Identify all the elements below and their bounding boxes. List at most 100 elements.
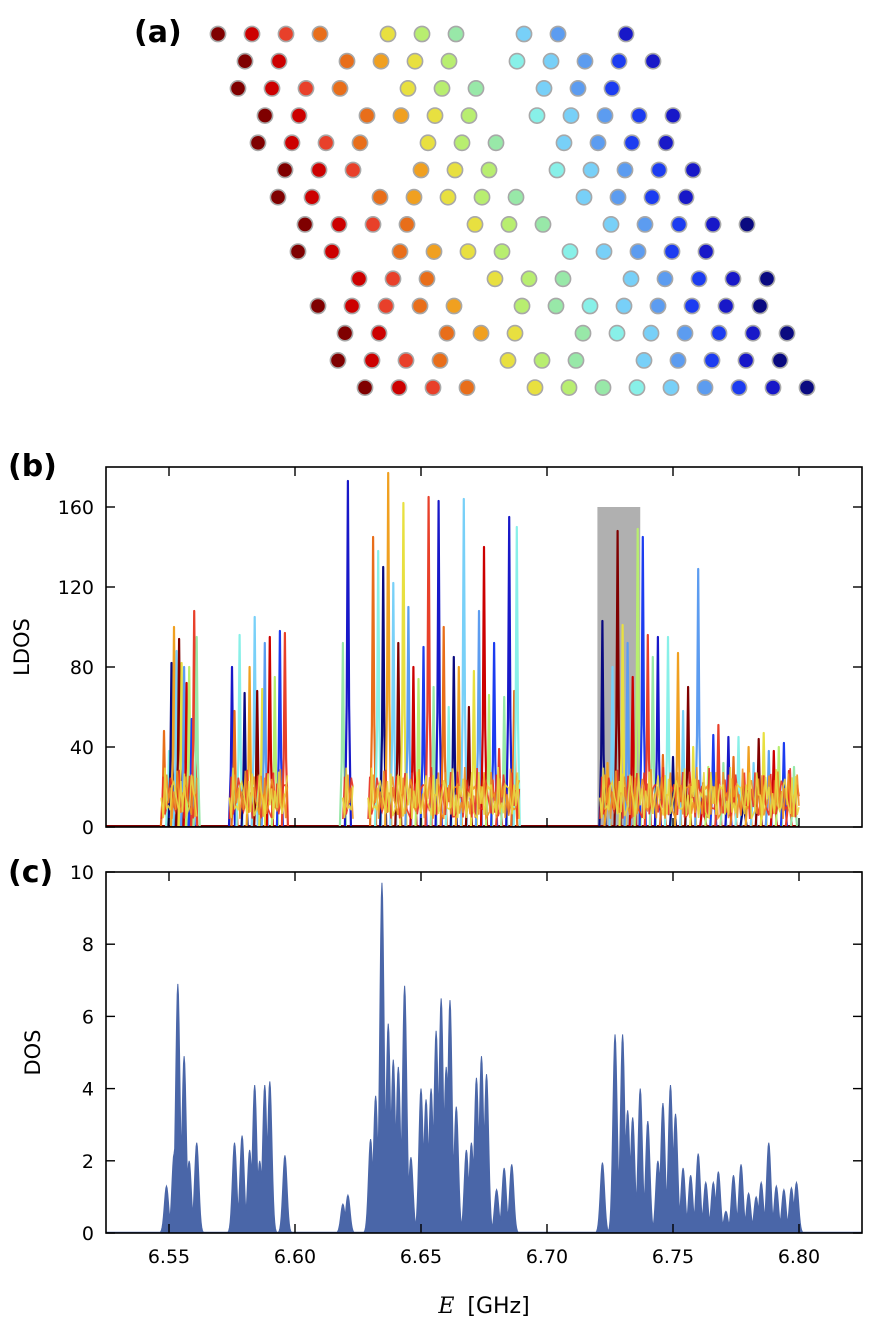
lattice-site bbox=[730, 379, 748, 396]
lattice-site bbox=[399, 80, 417, 97]
ytick-label: 160 bbox=[58, 497, 94, 519]
panel-label-c: (c) bbox=[8, 855, 53, 890]
lattice-site bbox=[256, 107, 274, 124]
lattice-site bbox=[297, 80, 315, 97]
lattice-site bbox=[628, 379, 646, 396]
lattice-site bbox=[554, 270, 572, 288]
lattice-site bbox=[574, 324, 592, 342]
ldos-peak bbox=[434, 499, 443, 827]
lattice-site bbox=[697, 243, 715, 260]
lattice-site bbox=[413, 25, 431, 43]
ldos-curve bbox=[367, 766, 521, 821]
lattice-site bbox=[290, 107, 308, 124]
lattice-site bbox=[602, 215, 620, 233]
lattice-site bbox=[635, 351, 653, 369]
lattice-site bbox=[528, 107, 546, 124]
lattice-site bbox=[515, 25, 533, 43]
lattice-site bbox=[466, 215, 484, 233]
lattice-site bbox=[582, 161, 600, 179]
lattice-site bbox=[296, 215, 314, 233]
xtick-label: 6.65 bbox=[400, 1246, 442, 1268]
lattice-site bbox=[704, 215, 722, 233]
ldos-peak bbox=[369, 535, 378, 827]
lattice-site bbox=[656, 270, 674, 288]
lattice-site bbox=[778, 324, 796, 342]
lattice-site bbox=[289, 243, 307, 260]
lattice-site bbox=[610, 52, 628, 70]
lattice-site bbox=[548, 161, 566, 179]
lattice-site bbox=[717, 297, 735, 315]
dos-area bbox=[105, 882, 863, 1234]
panel-label-b: (b) bbox=[8, 449, 57, 484]
lattice-site bbox=[594, 379, 612, 396]
lattice-site bbox=[567, 351, 585, 369]
lattice-site bbox=[309, 297, 327, 315]
ldos-peak bbox=[512, 525, 521, 827]
xlabel-symbol: E bbox=[437, 1294, 454, 1319]
lattice-site bbox=[677, 188, 695, 206]
lattice-site bbox=[472, 324, 490, 342]
lattice-site bbox=[249, 134, 267, 152]
lattice-site bbox=[269, 188, 287, 206]
lattice-site bbox=[397, 351, 415, 369]
lattice-site bbox=[486, 270, 504, 288]
lattice-site bbox=[406, 52, 424, 70]
ytick-label: 8 bbox=[82, 934, 94, 956]
lattice-site bbox=[358, 107, 376, 124]
ldos-peak bbox=[653, 635, 662, 827]
dos-xlabel: E [GHz] bbox=[437, 1294, 529, 1319]
lattice-site bbox=[500, 215, 518, 233]
lattice-site bbox=[283, 134, 301, 152]
lattice-site bbox=[317, 134, 335, 152]
lattice-site bbox=[581, 297, 599, 315]
lattice-site bbox=[542, 52, 560, 70]
lattice-site bbox=[370, 324, 388, 342]
lattice-site bbox=[798, 379, 816, 396]
ytick-label: 80 bbox=[70, 657, 94, 679]
lattice-site bbox=[669, 351, 687, 369]
lattice-site bbox=[384, 270, 402, 288]
lattice-site bbox=[499, 351, 517, 369]
ldos-peak bbox=[192, 635, 201, 827]
lattice-site bbox=[662, 379, 680, 396]
ytick-label: 2 bbox=[82, 1151, 94, 1173]
ldos-peak bbox=[613, 529, 622, 827]
lattice-panel bbox=[209, 25, 816, 396]
lattice-site bbox=[508, 52, 526, 70]
lattice-site bbox=[329, 351, 347, 369]
lattice-site bbox=[391, 243, 409, 260]
ldos-peak bbox=[633, 527, 642, 827]
lattice-site bbox=[467, 80, 485, 97]
lattice-site bbox=[487, 134, 505, 152]
lattice-site bbox=[520, 270, 538, 288]
lattice-site bbox=[276, 161, 294, 179]
lattice-site bbox=[480, 161, 498, 179]
lattice-site bbox=[657, 134, 675, 152]
lattice-site bbox=[338, 52, 356, 70]
lattice-site bbox=[549, 25, 567, 43]
lattice-site bbox=[683, 297, 701, 315]
lattice-site bbox=[576, 52, 594, 70]
lattice-site bbox=[330, 215, 348, 233]
lattice-site bbox=[555, 134, 573, 152]
lattice-site bbox=[603, 80, 621, 97]
lattice-site bbox=[350, 270, 368, 288]
lattice-site bbox=[771, 351, 789, 369]
lattice-site bbox=[615, 297, 633, 315]
lattice-site bbox=[458, 379, 476, 396]
lattice-site bbox=[738, 215, 756, 233]
lattice-site bbox=[412, 161, 430, 179]
dos-panel: 0 2 4 6 8 10 6.55 6.60 6.65 6.70 6.75 6.80 DOS E [G… bbox=[21, 862, 863, 1319]
lattice-site bbox=[493, 243, 511, 260]
lattice-site bbox=[398, 215, 416, 233]
ldos-peak bbox=[505, 515, 514, 827]
dos-axes-frame bbox=[105, 871, 863, 1234]
lattice-site bbox=[569, 80, 587, 97]
lattice-site bbox=[363, 351, 381, 369]
lattice-site bbox=[459, 243, 477, 260]
ytick-label: 4 bbox=[82, 1079, 94, 1101]
lattice-site bbox=[623, 134, 641, 152]
lattice-site bbox=[751, 297, 769, 315]
lattice-site bbox=[589, 134, 607, 152]
